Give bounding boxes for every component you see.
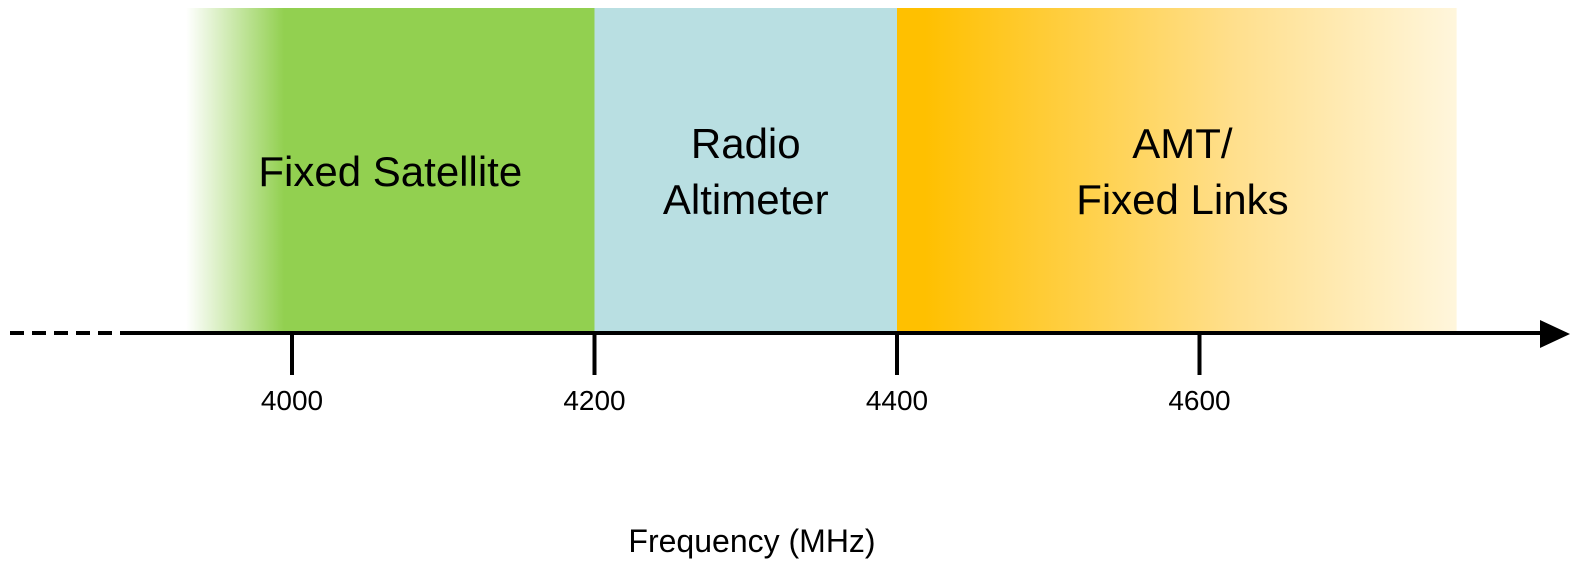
band-amt-fixed-links-label-line-1: AMT/ <box>1132 120 1233 167</box>
axis-arrow-head <box>1540 320 1570 348</box>
band-radio-altimeter: Radio Altimeter <box>594 8 897 333</box>
band-radio-altimeter-area <box>594 8 897 333</box>
band-radio-altimeter-label-line-2: Altimeter <box>663 176 829 223</box>
band-fixed-satellite: Fixed Satellite <box>186 8 595 333</box>
band-fixed-satellite-area <box>186 8 595 333</box>
frequency-axis: 4000 4200 4400 4600 <box>10 320 1570 416</box>
band-amt-fixed-links-label-line-2: Fixed Links <box>1076 176 1288 223</box>
axis-tick-label-4400: 4400 <box>866 385 928 416</box>
band-amt-fixed-links: AMT/Fixed Links <box>897 8 1457 333</box>
axis-tick-label-4600: 4600 <box>1168 385 1230 416</box>
band-amt-fixed-links-area <box>897 8 1457 333</box>
band-fixed-satellite-label-line-1: Fixed Satellite <box>258 148 522 195</box>
axis-tick-label-4200: 4200 <box>563 385 625 416</box>
band-radio-altimeter-label-line-1: Radio <box>691 120 801 167</box>
axis-tick-label-4000: 4000 <box>261 385 323 416</box>
axis-title: Frequency (MHz) <box>628 523 875 559</box>
bands-layer: Fixed Satellite Radio Altimeter AMT/Fixed L… <box>186 8 1457 333</box>
